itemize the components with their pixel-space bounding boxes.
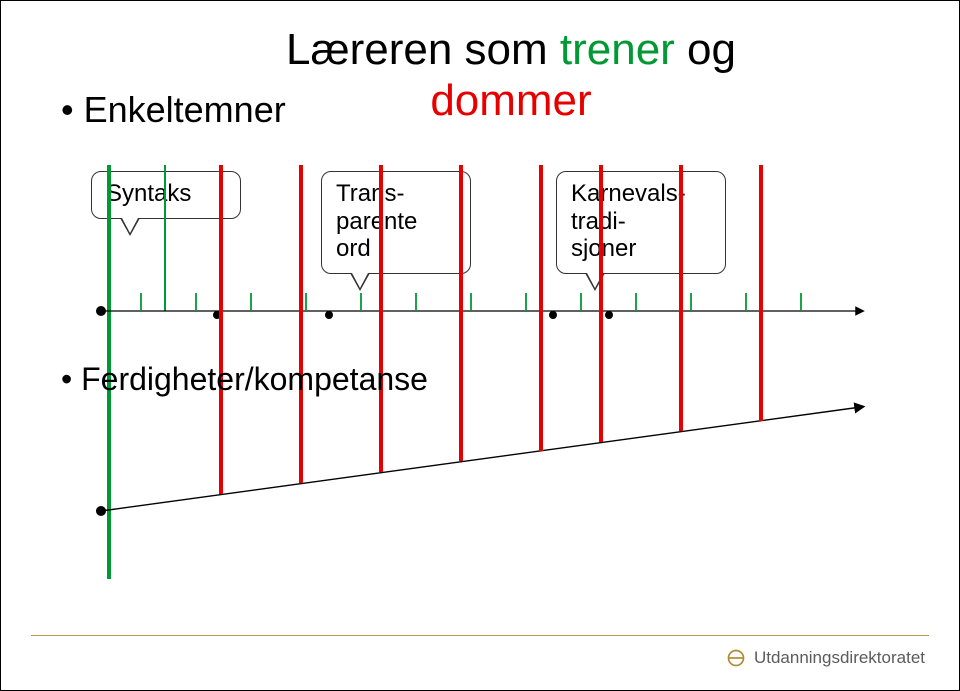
slide: Læreren som trener og dommer Enkeltemner… <box>0 0 960 691</box>
title-segment: trener <box>560 25 687 74</box>
title-segment: og <box>687 25 736 74</box>
brand-text: Utdanningsdirektoratet <box>754 648 925 668</box>
brand-logo-icon <box>726 648 746 668</box>
bullet-enkeltemner: Enkeltemner <box>61 89 286 131</box>
footer-brand: Utdanningsdirektoratet <box>726 648 925 668</box>
title: Læreren som trener og dommer <box>191 25 831 126</box>
footer-rule <box>31 635 929 636</box>
title-segment: Læreren som <box>286 25 560 74</box>
bullet-ferdigheter: Ferdigheter/kompetanse <box>61 361 428 398</box>
title-segment: dommer <box>430 76 591 125</box>
